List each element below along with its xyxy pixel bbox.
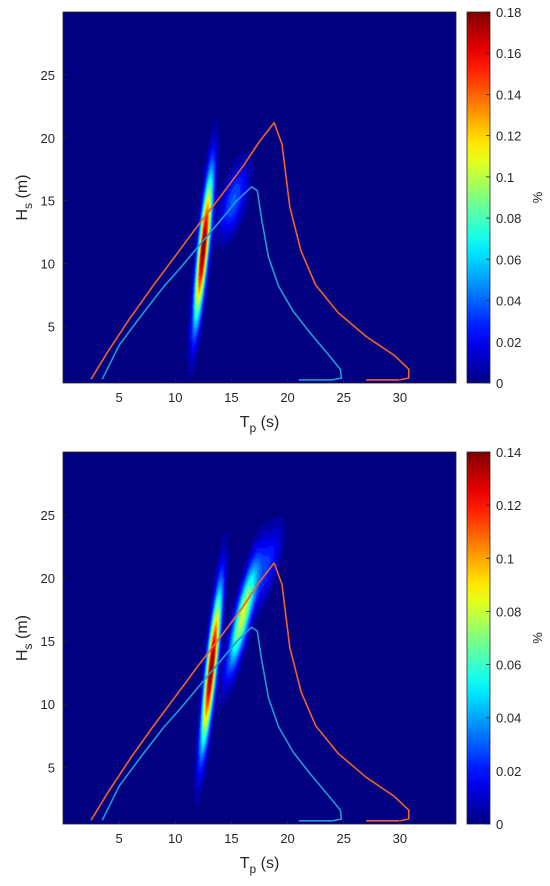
x-tick-label: 30	[393, 390, 407, 405]
colorbar-label: %	[530, 191, 545, 203]
plot-frame	[62, 451, 457, 825]
colorbar-tick-label: 0.18	[496, 5, 521, 20]
x-tick-label: 10	[168, 390, 182, 405]
y-tick-label: 15	[41, 194, 55, 209]
y-tick-label: 5	[48, 319, 55, 334]
density-heatmap	[63, 12, 456, 383]
contour-line-2	[101, 626, 343, 822]
y-tick-label: 20	[41, 131, 55, 146]
colorbar-tick-label: 0.12	[496, 129, 521, 144]
y-tick-label: 10	[41, 257, 55, 272]
contour-line-1	[90, 562, 410, 822]
y-tick-label: 25	[41, 508, 55, 523]
colorbar-tick-label: 0.16	[496, 46, 521, 61]
x-tick-label: 15	[224, 390, 238, 405]
y-tick-label: 5	[48, 760, 55, 775]
y-tick-label: 20	[41, 571, 55, 586]
y-axis-label: Hs (m)	[14, 615, 35, 661]
y-tick-label: 25	[41, 68, 55, 83]
x-tick-label: 25	[336, 390, 350, 405]
colorbar-tick-label: 0.06	[496, 252, 521, 267]
y-tick-label: 15	[41, 634, 55, 649]
colorbar-tick-label: 0	[496, 376, 503, 391]
colorbar-tick-label: 0.08	[496, 604, 521, 619]
colorbar-tick-label: 0	[496, 817, 503, 832]
colorbar-tick-label: 0.1	[496, 170, 514, 185]
colorbar-label: %	[530, 632, 545, 644]
x-tick-label: 20	[280, 831, 294, 846]
x-axis-label: Tp (s)	[240, 414, 280, 435]
contour-line-2	[101, 186, 343, 381]
plot-frame	[62, 11, 457, 384]
contour-line-1	[90, 121, 410, 381]
x-axis-label: Tp (s)	[240, 855, 280, 876]
density-heatmap	[63, 452, 456, 824]
chart-panel-2: 5 10 15 20 25 30 5 10 15 20 25 Tp (s) Hs (m) 0 0.02 0.0…	[14, 445, 545, 876]
colorbar	[466, 451, 491, 825]
x-tick-label: 25	[336, 831, 350, 846]
x-tick-label: 5	[116, 390, 123, 405]
colorbar-tick-label: 0.14	[496, 87, 521, 102]
x-tick-label: 20	[280, 390, 294, 405]
colorbar-tick-label: 0.04	[496, 294, 521, 309]
colorbar-tick-label: 0.02	[496, 335, 521, 350]
colorbar-tick-label: 0.14	[496, 445, 521, 460]
colorbar	[466, 11, 491, 384]
colorbar-tick-label: 0.04	[496, 711, 521, 726]
colorbar-tick-label: 0.12	[496, 498, 521, 513]
y-axis-label: Hs (m)	[14, 175, 35, 221]
y-tick-label: 10	[41, 697, 55, 712]
x-tick-label: 30	[393, 831, 407, 846]
colorbar-tick-label: 0.1	[496, 551, 514, 566]
colorbar-tick-label: 0.08	[496, 211, 521, 226]
x-tick-label: 5	[116, 831, 123, 846]
colorbar-tick-label: 0.02	[496, 764, 521, 779]
colorbar-tick-label: 0.06	[496, 658, 521, 673]
x-tick-label: 10	[168, 831, 182, 846]
x-tick-label: 15	[224, 831, 238, 846]
chart-panel-1: 5 10 15 20 25 30 5 10 15 20 25 Tp (s) Hs (m) 0 0.02 0.0…	[14, 5, 545, 435]
